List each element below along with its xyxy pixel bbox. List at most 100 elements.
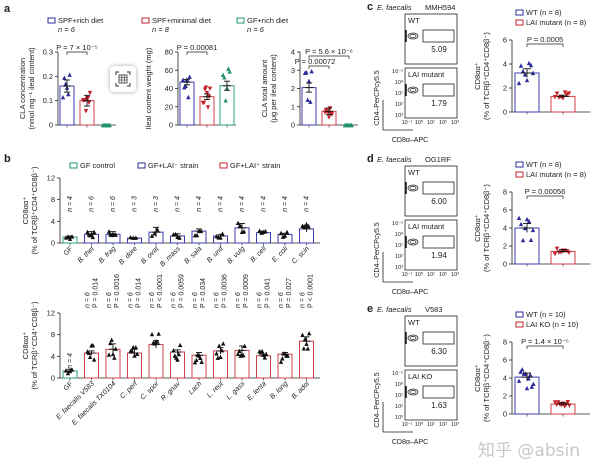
- data-point: [129, 348, 135, 353]
- panel-e-y-axis-label: CD8αα⁺: [473, 364, 482, 392]
- flow-gate: [422, 331, 455, 345]
- data-point: [516, 80, 522, 86]
- category-label: E. lenta: [246, 380, 268, 402]
- flow-axis-arrows: [382, 252, 413, 283]
- flow-contour: [407, 86, 419, 94]
- panel-d-y-axis-label: CD8αα⁺: [473, 214, 482, 242]
- data-point: [218, 354, 223, 360]
- panel-label-d: d: [367, 153, 374, 165]
- n-label: n = 4: [282, 196, 289, 212]
- data-point: [183, 83, 188, 89]
- p-value: P = 1.4 × 10⁻⁵: [521, 337, 569, 346]
- category-label: C. scin: [291, 245, 311, 265]
- category-label: L. gass: [225, 380, 246, 401]
- flow-y-tick: 10⁰: [395, 231, 404, 238]
- data-point: [107, 122, 112, 128]
- panel-c-y-tick-label: 2: [503, 84, 507, 93]
- data-point: [349, 122, 354, 128]
- flow-y-tick: 10⁻¹: [392, 69, 403, 75]
- panel-a-1-y-tick-label: 40: [165, 84, 173, 93]
- p-value: P = 0.00056: [525, 187, 566, 196]
- category-label: GF: [63, 245, 75, 257]
- flow-x-tick: 10³: [451, 120, 459, 126]
- data-point: [82, 97, 88, 103]
- flow-x-tick: 10³: [451, 272, 459, 278]
- data-point: [91, 357, 97, 362]
- panel-e-y-tick-label: 4: [503, 374, 507, 383]
- flow-y-tick: 10⁰: [395, 381, 404, 388]
- scan-table-button[interactable]: [110, 66, 136, 92]
- data-point: [528, 62, 534, 68]
- legend-swatch-red: [515, 19, 524, 26]
- data-point: [186, 94, 191, 100]
- n-label: n = 4: [261, 196, 268, 212]
- data-point: [257, 228, 262, 233]
- flow-x-tick: 10¹: [427, 422, 435, 428]
- data-point: [192, 359, 198, 365]
- data-point: [526, 218, 532, 224]
- flow-plot-label: WT: [408, 318, 420, 327]
- data-point: [222, 75, 227, 80]
- panel-c-y-axis-label: (% of TCRβ⁺CD4⁺CD8β⁻): [482, 32, 491, 120]
- category-label: Lach: [188, 380, 204, 396]
- p-value: P = 7 × 10⁻⁵: [56, 43, 98, 52]
- data-point: [524, 216, 530, 222]
- data-point: [518, 63, 524, 68]
- p-value: P = 0.0005: [527, 35, 563, 44]
- data-point: [306, 330, 312, 336]
- data-point: [176, 351, 182, 357]
- panel-b-bottom-y-tick-label: 8: [51, 330, 55, 339]
- gate-percentage: 5.09: [431, 45, 447, 54]
- category-label: E. faecalis TX0104: [71, 380, 118, 427]
- legend-label: GF control: [80, 161, 115, 170]
- data-point: [177, 342, 183, 348]
- data-point: [109, 337, 114, 342]
- watermark: 知乎 @absin: [478, 441, 580, 461]
- data-point: [223, 98, 228, 103]
- data-point: [552, 251, 558, 257]
- flow-x-label: CD8α–APC: [392, 137, 428, 144]
- flow-axis-arrows: [382, 100, 413, 131]
- data-point: [235, 220, 241, 226]
- bar: [219, 85, 235, 126]
- data-point: [300, 332, 305, 338]
- data-point: [530, 227, 536, 233]
- strain-id: MMH594: [425, 3, 455, 12]
- data-point: [194, 357, 199, 362]
- data-point: [227, 69, 232, 74]
- flow-y-tick: 10³: [395, 113, 403, 119]
- category-label: E. coli: [271, 245, 290, 264]
- panel-a-1-y-tick-label: 20: [165, 102, 173, 111]
- data-point: [262, 355, 268, 360]
- bar: [84, 352, 99, 379]
- category-label: B. unif: [206, 245, 226, 265]
- flow-contour: [409, 389, 417, 395]
- legend-swatch-blue: [515, 9, 524, 16]
- flow-x-tick: 10³: [451, 422, 459, 428]
- flow-plot-label: LAI mutant: [408, 70, 445, 79]
- category-label: B. adol: [291, 380, 312, 401]
- legend-swatch-green: [69, 162, 78, 169]
- data-point: [66, 91, 71, 97]
- panel-a-2-y-tick-label: 4: [291, 48, 295, 57]
- flow-contour: [407, 184, 419, 192]
- n-label: n = 6: [257, 292, 264, 308]
- flow-y-tick: 10²: [395, 404, 403, 410]
- flow-x-tick: 10¹: [427, 272, 435, 278]
- flow-y-tick: 10⁻¹: [392, 221, 403, 227]
- category-label: B. dore: [118, 245, 139, 266]
- legend-label: GF+LAI⁻ strain: [148, 161, 198, 170]
- data-point: [171, 348, 176, 353]
- p-value: P = 0.034: [200, 278, 207, 308]
- n-label: n = 4: [239, 196, 246, 212]
- flow-x-tick: 10⁻¹: [402, 422, 413, 428]
- flow-plot-label: LAI mutant: [408, 222, 445, 231]
- panel-b-bottom-y-tick-label: 12: [47, 309, 55, 318]
- bar: [179, 81, 195, 126]
- data-point: [220, 341, 226, 346]
- panel-b-top-y-tick-label: 8: [51, 195, 55, 204]
- data-point: [526, 376, 531, 381]
- panel-b-bottom-y-tick-label: 4: [51, 352, 55, 361]
- data-point: [306, 78, 312, 84]
